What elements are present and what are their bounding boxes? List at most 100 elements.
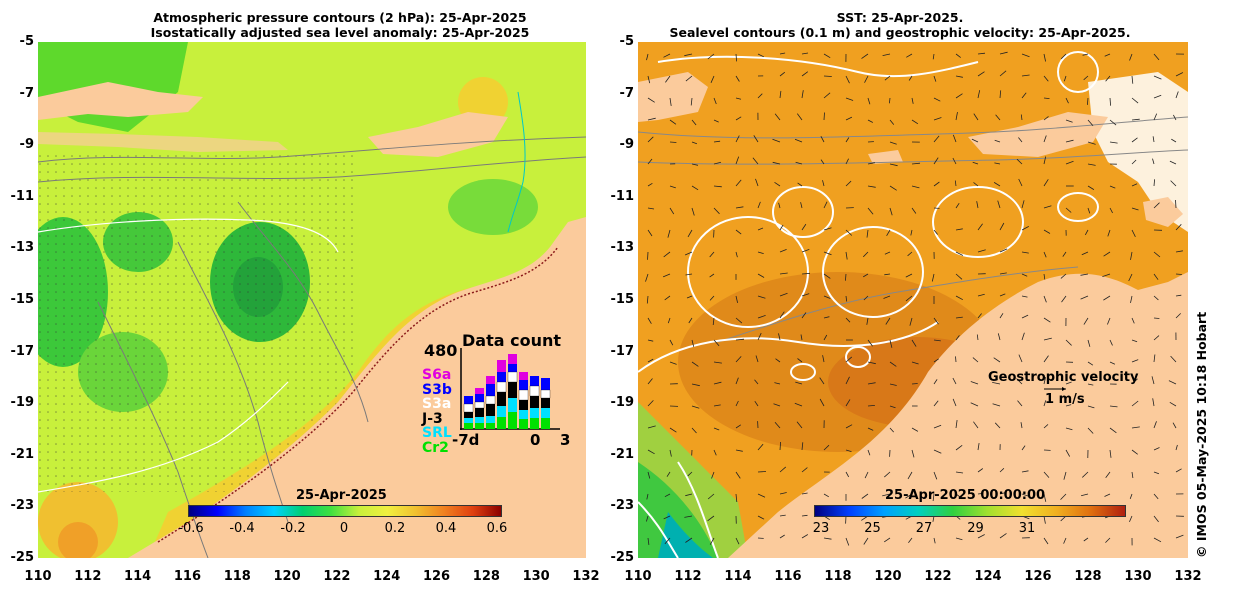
velocity-arrow xyxy=(779,52,786,55)
velocity-arrow xyxy=(1109,207,1113,214)
velocity-arrow xyxy=(735,116,742,121)
velocity-arrow xyxy=(1131,378,1138,385)
velocity-arrow xyxy=(646,295,649,304)
velocity-arrow xyxy=(866,229,869,238)
velocity-arrow xyxy=(1065,119,1073,123)
sla-colorbar xyxy=(188,505,502,517)
cloud-mask-ne xyxy=(1088,72,1188,232)
velocity-arrow xyxy=(1153,273,1159,280)
geostrophic-velocity-label: Geostrophic velocity xyxy=(988,370,1139,385)
left-title-line1: Atmospheric pressure contours (2 hPa): 2… xyxy=(153,10,527,25)
right-xtick: 116 xyxy=(774,569,802,584)
velocity-arrow xyxy=(999,492,1007,495)
velocity-arrow xyxy=(908,75,913,81)
velocity-arrow xyxy=(669,97,672,106)
velocity-arrow xyxy=(867,382,876,385)
velocity-arrow xyxy=(667,229,671,238)
velocity-arrow xyxy=(1065,427,1073,431)
velocity-arrow xyxy=(908,537,913,543)
velocity-arrow xyxy=(999,51,1008,55)
velocity-arrow xyxy=(997,200,1001,209)
velocity-arrow xyxy=(711,471,715,479)
velocity-arrow xyxy=(884,471,891,478)
velocity-arrow xyxy=(772,161,781,165)
sealevel-contour-5 xyxy=(1057,192,1099,222)
velocity-arrow xyxy=(977,223,983,231)
velocity-arrow xyxy=(735,424,742,429)
left-ytick: -17 xyxy=(10,343,35,359)
velocity-arrow xyxy=(801,293,810,297)
velocity-arrow xyxy=(822,355,825,363)
velocity-arrow xyxy=(795,381,803,385)
velocity-arrow xyxy=(933,471,938,480)
land-island-chain xyxy=(38,132,288,152)
velocity-arrow xyxy=(1043,493,1047,502)
velocity-arrow xyxy=(977,71,985,77)
land-ne-cape xyxy=(1143,197,1183,227)
velocity-arrow xyxy=(994,162,1001,165)
velocity-arrow xyxy=(713,361,722,364)
velocity-arrow xyxy=(713,185,722,188)
velocity-arrow xyxy=(691,383,700,387)
velocity-arrow xyxy=(1021,92,1027,99)
sst-cooler-sw xyxy=(638,462,718,558)
velocity-arrow xyxy=(889,185,897,191)
velocity-arrow xyxy=(1080,295,1089,300)
velocity-arrow xyxy=(955,112,958,121)
velocity-arrow xyxy=(773,403,781,407)
data-count-bar-2 xyxy=(474,388,485,429)
velocity-arrow xyxy=(866,317,869,325)
land-timor-west-right xyxy=(638,72,708,122)
velocity-arrow xyxy=(1153,113,1158,121)
velocity-arrow xyxy=(889,141,897,145)
right-xtick: 110 xyxy=(624,569,652,584)
velocity-arrow xyxy=(862,273,869,278)
velocity-arrow xyxy=(955,316,963,319)
velocity-arrow xyxy=(1152,398,1155,407)
velocity-arrow xyxy=(994,139,1001,143)
velocity-arrow xyxy=(845,180,852,187)
bathy-contour-r3 xyxy=(717,266,1079,343)
left-ytick: -5 xyxy=(19,34,34,49)
velocity-arrow xyxy=(889,119,895,125)
data-count-sat-s3b: S3b xyxy=(422,381,452,398)
velocity-arrow xyxy=(933,317,939,325)
right-ytick: -11 xyxy=(610,188,635,204)
velocity-arrow xyxy=(977,293,985,297)
pressure-contour-1 xyxy=(38,218,339,253)
velocity-arrow xyxy=(820,136,825,143)
velocity-arrow xyxy=(885,317,891,325)
left-xtick: 130 xyxy=(522,569,550,584)
velocity-arrow xyxy=(993,357,1001,363)
velocity-arrow xyxy=(952,398,957,407)
right-ytick: -13 xyxy=(610,240,635,256)
velocity-arrow xyxy=(976,334,979,341)
velocity-arrow xyxy=(647,75,651,84)
velocity-arrow xyxy=(972,161,979,165)
geostrophic-velocity-arrows xyxy=(645,51,1185,546)
velocity-arrow xyxy=(1109,449,1112,458)
velocity-arrow xyxy=(906,53,913,58)
data-count-bar-1 xyxy=(463,396,474,429)
velocity-arrow xyxy=(1109,339,1113,346)
right-xtick: 132 xyxy=(1174,569,1202,584)
velocity-arrow xyxy=(1153,251,1161,258)
velocity-arrow xyxy=(690,97,693,106)
velocity-arrow xyxy=(889,427,894,433)
velocity-arrow xyxy=(710,75,715,83)
velocity-arrow xyxy=(933,449,942,454)
velocity-arrow xyxy=(1043,355,1049,363)
velocity-arrow xyxy=(1131,229,1136,237)
velocity-arrow xyxy=(972,357,979,363)
velocity-arrow xyxy=(864,75,869,83)
velocity-arrow xyxy=(1131,449,1138,455)
velocity-arrow xyxy=(999,468,1005,473)
velocity-arrow xyxy=(823,227,832,231)
data-count-xlabel-end: 3 xyxy=(560,431,571,449)
velocity-arrow xyxy=(755,355,759,363)
velocity-arrow xyxy=(1131,137,1138,143)
velocity-arrow xyxy=(735,206,744,209)
velocity-arrow xyxy=(955,335,960,341)
velocity-arrow xyxy=(864,471,869,479)
velocity-arrow xyxy=(691,119,697,126)
